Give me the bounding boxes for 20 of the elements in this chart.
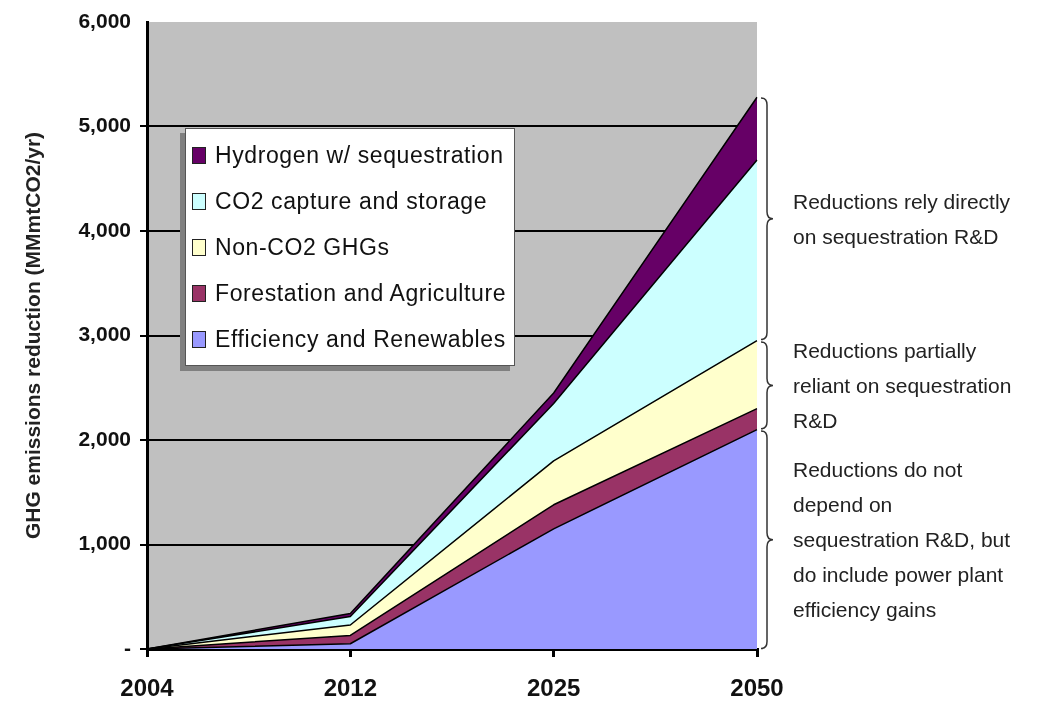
- x-tick-label: 2012: [323, 674, 378, 702]
- legend-label: Hydrogen w/ sequestration: [215, 141, 504, 169]
- y-tick-label: 6,000: [78, 8, 131, 32]
- legend-label: CO2 capture and storage: [215, 187, 488, 215]
- y-tick-label: -: [124, 635, 131, 659]
- legend-label: Forestation and Agriculture: [215, 279, 507, 307]
- y-tick-label: 1,000: [78, 531, 131, 555]
- y-tick-label: 2,000: [78, 426, 131, 450]
- y-tick-label: 3,000: [78, 322, 131, 346]
- x-tick-label: 2025: [526, 674, 581, 702]
- y-tick-label: 5,000: [78, 113, 131, 137]
- legend-label: Efficiency and Renewables: [215, 325, 506, 353]
- x-tick-label: 2004: [120, 674, 175, 702]
- annotation: Reductions rely directly on sequestration R&D: [793, 188, 1011, 250]
- y-axis-title: GHG emissions reduction (MMmtCO2/yr): [21, 131, 45, 540]
- annotation: Reductions do not depend on sequestration R&D, but do include power plant efficiency gains: [793, 456, 1011, 623]
- y-tick-label: 4,000: [78, 217, 131, 241]
- x-tick-label: 2050: [730, 674, 784, 702]
- legend-label: Non-CO2 GHGs: [215, 233, 390, 261]
- annotation: Reductions partially reliant on sequestration R&D: [793, 337, 1012, 434]
